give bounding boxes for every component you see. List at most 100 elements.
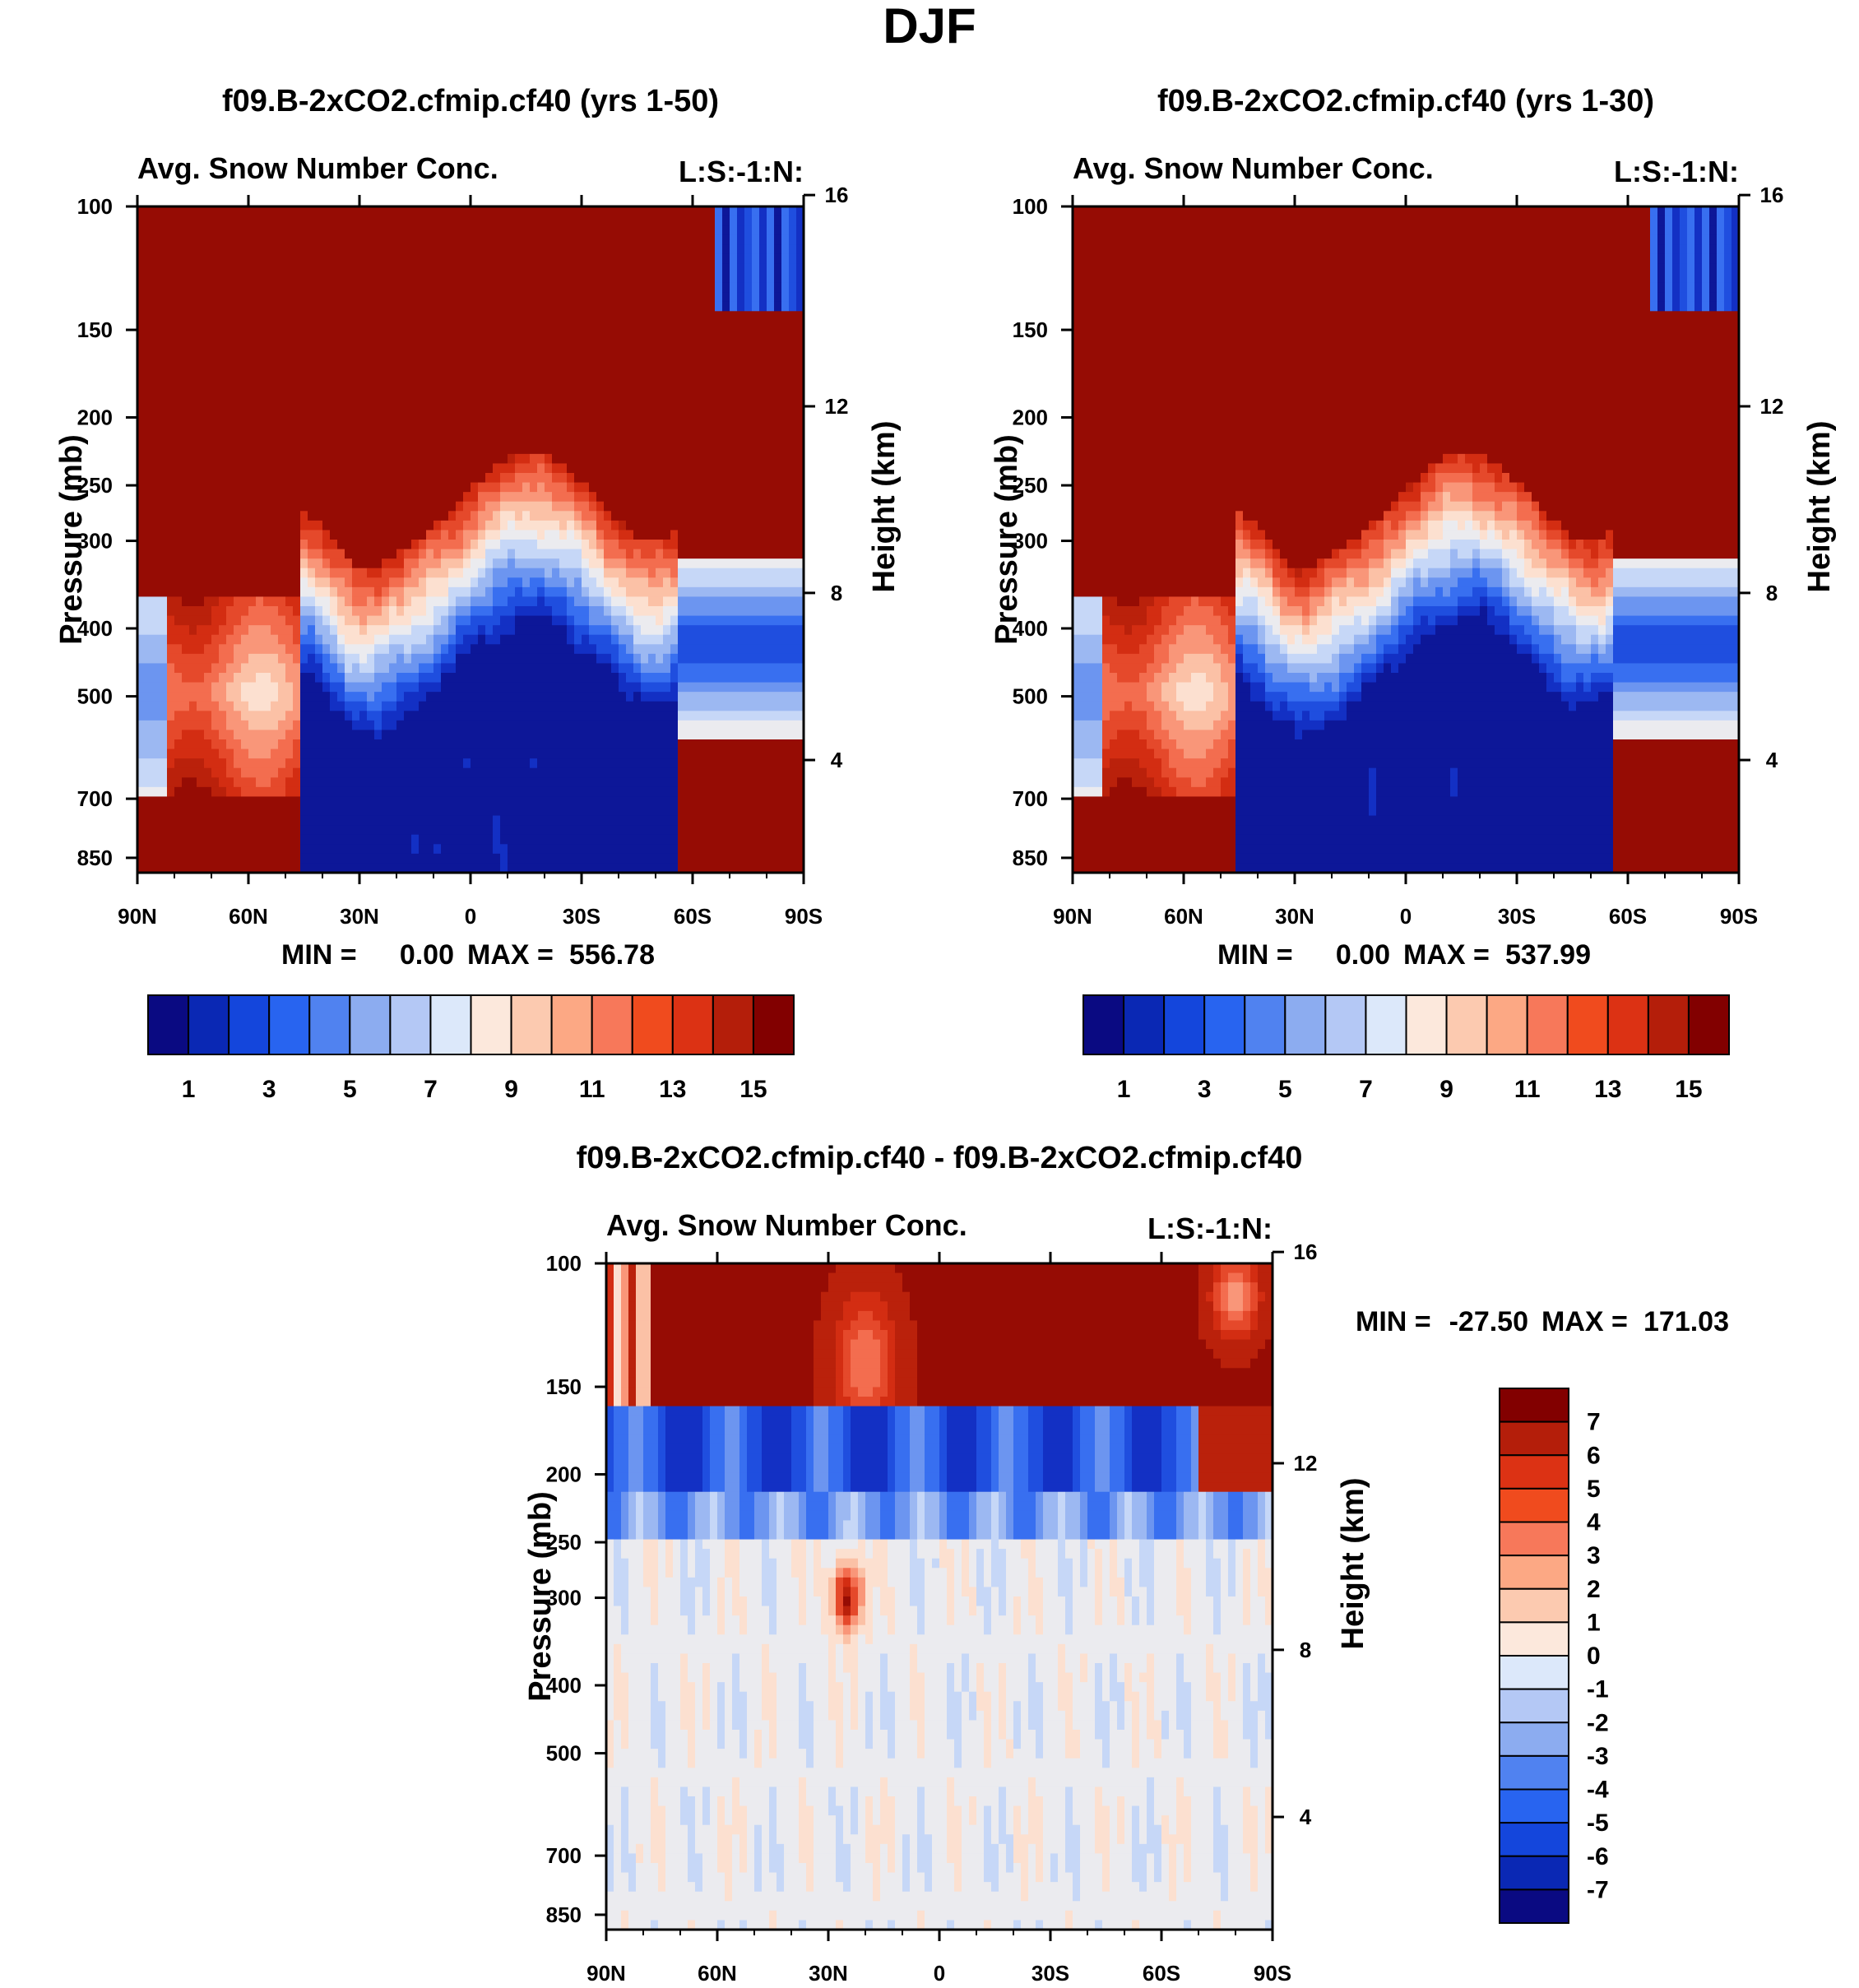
- contour-cell: [241, 330, 249, 341]
- contour-cell: [530, 596, 538, 607]
- contour-cell: [359, 530, 368, 540]
- contour-cell: [485, 359, 494, 369]
- contour-cell: [633, 748, 642, 759]
- contour-cell: [389, 701, 397, 712]
- contour-cell: [374, 748, 382, 759]
- contour-cell: [619, 501, 627, 512]
- contour-cell: [619, 359, 627, 369]
- contour-cell: [234, 711, 242, 721]
- contour-cell: [189, 215, 197, 226]
- contour-cell: [389, 815, 397, 826]
- contour-cell: [315, 796, 323, 807]
- contour-cell: [552, 844, 560, 855]
- contour-cell: [211, 530, 220, 540]
- contour-cell: [241, 739, 249, 750]
- contour-cell: [656, 263, 664, 274]
- contour-cell: [545, 748, 553, 759]
- contour-cell: [234, 577, 242, 588]
- contour-cell: [211, 739, 220, 750]
- contour-cell: [204, 806, 212, 817]
- contour-cell: [641, 282, 649, 293]
- contour-cell: [167, 482, 175, 493]
- contour-cell: [596, 378, 605, 388]
- contour-cell: [152, 396, 160, 407]
- contour-cell: [278, 273, 286, 284]
- contour-cell: [145, 777, 153, 788]
- contour-cell: [248, 492, 257, 503]
- contour-cell: [611, 540, 619, 550]
- contour-cell: [441, 234, 449, 246]
- contour-cell: [567, 653, 575, 665]
- contour-cell: [308, 511, 316, 521]
- contour-cell: [174, 330, 183, 341]
- contour-cell: [374, 853, 382, 864]
- contour-cell: [152, 692, 160, 702]
- contour-cell: [626, 406, 634, 417]
- contour-cell: [656, 549, 664, 559]
- contour-cell: [589, 596, 597, 607]
- contour-cell: [285, 463, 294, 474]
- contour-cell: [404, 215, 412, 226]
- contour-cell: [352, 739, 360, 750]
- contour-cell: [263, 453, 271, 465]
- contour-cell: [619, 758, 627, 769]
- contour-cell: [493, 215, 501, 226]
- contour-cell: [271, 406, 279, 417]
- contour-cell: [204, 530, 212, 540]
- contour-cell: [419, 378, 427, 388]
- contour-cell: [248, 786, 257, 798]
- contour-cell: [367, 330, 375, 341]
- contour-cell: [411, 748, 420, 759]
- contour-cell: [648, 625, 656, 636]
- contour-cell: [374, 663, 382, 674]
- contour-cell: [241, 644, 249, 655]
- contour-cell: [160, 511, 168, 521]
- contour-cell: [322, 253, 331, 265]
- contour-cell: [389, 711, 397, 721]
- contour-cell: [478, 615, 486, 626]
- contour-cell: [219, 844, 227, 855]
- contour-cell: [322, 425, 331, 436]
- contour-cell: [359, 444, 368, 455]
- contour-cell: [152, 739, 160, 750]
- contour-cell: [367, 463, 375, 474]
- contour-cell: [537, 378, 545, 388]
- contour-cell: [204, 511, 212, 521]
- contour-cell: [433, 758, 442, 769]
- contour-cell: [352, 720, 360, 731]
- contour-cell: [226, 215, 234, 226]
- contour-cell: [308, 330, 316, 341]
- contour-cell: [537, 692, 545, 702]
- contour-cell: [619, 292, 627, 303]
- contour-cell: [478, 501, 486, 512]
- contour-cell: [182, 396, 190, 407]
- contour-cell: [382, 586, 390, 598]
- contour-cell: [552, 273, 560, 284]
- contour-cell: [433, 349, 442, 359]
- contour-cell: [471, 444, 479, 455]
- contour-cell: [382, 568, 390, 579]
- contour-cell: [315, 853, 323, 864]
- contour-cell: [500, 473, 508, 484]
- contour-cell: [433, 844, 442, 855]
- contour-cell: [322, 444, 331, 455]
- contour-cell: [396, 568, 405, 579]
- contour-cell: [337, 596, 345, 607]
- contour-cell: [411, 396, 420, 407]
- contour-cell: [485, 406, 494, 417]
- contour-cell: [441, 568, 449, 579]
- contour-cell: [389, 844, 397, 855]
- contour-cell: [241, 434, 249, 446]
- contour-cell: [278, 586, 286, 598]
- contour-cell: [515, 253, 523, 265]
- contour-cell: [197, 520, 205, 531]
- contour-cell: [241, 663, 249, 674]
- contour-cell: [278, 663, 286, 674]
- contour-cell: [574, 663, 582, 674]
- contour-cell: [359, 473, 368, 484]
- contour-cell: [574, 501, 582, 512]
- contour-cell: [508, 596, 516, 607]
- contour-cell: [359, 711, 368, 721]
- contour-cell: [322, 282, 331, 293]
- contour-cell: [337, 520, 345, 531]
